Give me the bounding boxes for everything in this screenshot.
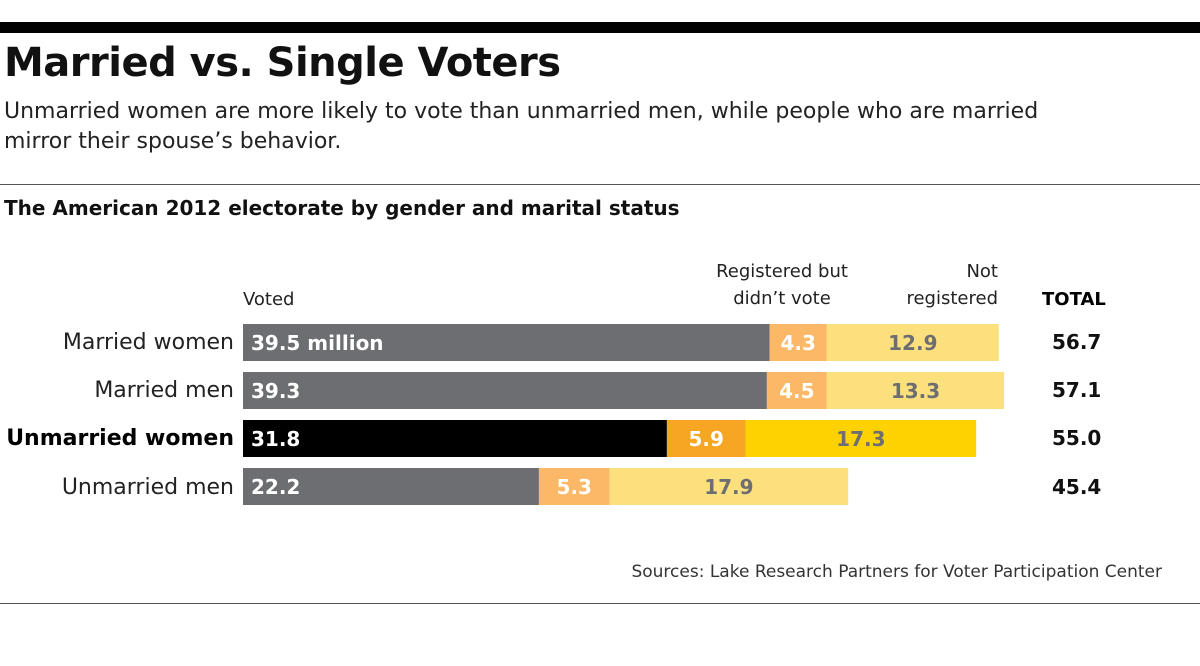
column-header-registered-line1: Registered but [716, 261, 848, 282]
bar-label-not-registered-unmarried-women: 17.3 [836, 427, 885, 451]
bar-not-registered-unmarried-men [609, 468, 849, 505]
row-label-married-men: Married men [94, 378, 234, 403]
column-header-not-registered-line2: registered [906, 288, 998, 309]
bar-registered-but-didn-t-vote-unmarried-women [666, 420, 746, 457]
column-header-total: TOTAL [1042, 289, 1106, 310]
bar-not-registered-unmarried-women [745, 420, 977, 457]
bar-label-registered-but-didn-t-vote-married-women: 4.3 [780, 331, 815, 355]
bar-label-not-registered-unmarried-men: 17.9 [704, 475, 753, 499]
bar-label-not-registered-married-men: 13.3 [891, 379, 940, 403]
column-header-registered: Registered but didn’t vote [700, 258, 864, 312]
bar-registered-but-didn-t-vote-married-women [769, 324, 827, 361]
column-header-voted: Voted [243, 289, 295, 310]
page-title: Married vs. Single Voters [4, 40, 561, 86]
divider-bottom [0, 603, 1200, 604]
total-married-men: 57.1 [1052, 378, 1102, 402]
bar-label-voted-unmarried-men: 22.2 [251, 475, 300, 499]
bar-voted-unmarried-women [243, 420, 667, 457]
bar-label-registered-but-didn-t-vote-unmarried-men: 5.3 [557, 475, 592, 499]
column-header-not-registered-line1: Not [966, 261, 998, 282]
total-married-women: 56.7 [1052, 330, 1102, 354]
bar-registered-but-didn-t-vote-unmarried-men [538, 468, 610, 505]
bar-label-registered-but-didn-t-vote-married-men: 4.5 [779, 379, 814, 403]
bar-label-voted-married-women: 39.5 million [251, 331, 384, 355]
top-rule [0, 22, 1200, 33]
row-label-married-women: Married women [62, 330, 234, 355]
bar-label-voted-unmarried-women: 31.8 [251, 427, 300, 451]
bar-registered-but-didn-t-vote-married-men [766, 372, 827, 409]
row-label-unmarried-men: Unmarried men [61, 475, 234, 500]
total-unmarried-women: 55.0 [1052, 426, 1102, 450]
bar-label-not-registered-married-women: 12.9 [888, 331, 937, 355]
divider-top [0, 184, 1200, 185]
source-note: Sources: Lake Research Partners for Vote… [631, 562, 1162, 582]
bar-voted-unmarried-men [243, 468, 539, 505]
chart-title: The American 2012 electorate by gender a… [4, 196, 680, 220]
bar-not-registered-married-men [826, 372, 1005, 409]
bar-voted-married-women [243, 324, 770, 361]
row-label-unmarried-women: Unmarried women [6, 426, 234, 451]
page-subtitle: Unmarried women are more likely to vote … [4, 99, 1039, 154]
bar-not-registered-married-women [826, 324, 999, 361]
column-header-registered-line2: didn’t vote [733, 288, 831, 309]
column-header-not-registered: Not registered [880, 258, 998, 312]
bar-label-voted-married-men: 39.3 [251, 379, 300, 403]
total-unmarried-men: 45.4 [1052, 475, 1102, 499]
bar-voted-married-men [243, 372, 767, 409]
bar-label-registered-but-didn-t-vote-unmarried-women: 5.9 [688, 427, 723, 451]
